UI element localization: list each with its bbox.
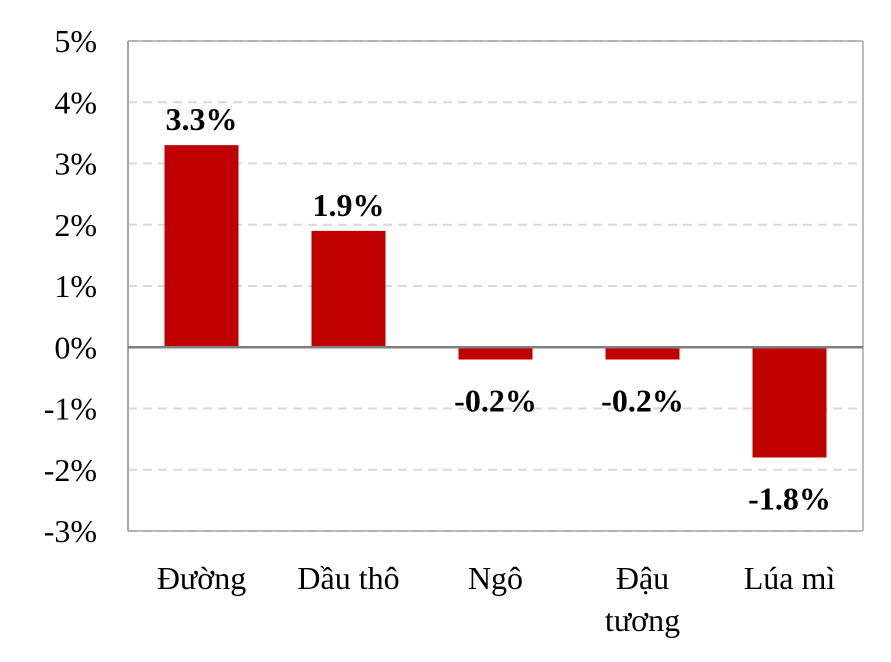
y-tick-label: -1% (44, 391, 97, 427)
data-label: -0.2% (601, 383, 684, 419)
y-tick-label: -2% (44, 452, 97, 488)
bars (164, 145, 827, 458)
y-tick-label: 3% (54, 146, 97, 182)
y-tick-label: 2% (54, 207, 97, 243)
data-labels: 3.3% 1.9% -0.2% -0.2% -1.8% (166, 101, 831, 516)
data-label: 3.3% (166, 101, 238, 137)
bar (458, 347, 533, 360)
axes (127, 40, 864, 532)
bar (605, 347, 680, 360)
y-tick-label: 4% (54, 84, 97, 120)
data-label: -1.8% (748, 481, 831, 517)
category-label: Dầu thô (297, 560, 399, 596)
y-tick-label: 5% (54, 23, 97, 59)
y-tick-label: 1% (54, 268, 97, 304)
category-label: Ngô (468, 560, 523, 596)
category-label: Lúa mì (744, 560, 836, 596)
bar (752, 347, 827, 458)
data-label: 1.9% (313, 187, 385, 223)
category-label: Đường (157, 560, 246, 596)
data-label: -0.2% (454, 383, 537, 419)
category-labels: Đường Dầu thô Ngô Đậu tương Lúa mì (157, 560, 836, 638)
y-tick-label: 0% (54, 329, 97, 365)
y-tick-label: -3% (44, 513, 97, 549)
bar (311, 230, 386, 348)
y-tick-labels: 5% 4% 3% 2% 1% 0% -1% -2% -3% (44, 23, 97, 549)
bar (164, 145, 239, 348)
category-label: Đậu tương (605, 560, 680, 638)
